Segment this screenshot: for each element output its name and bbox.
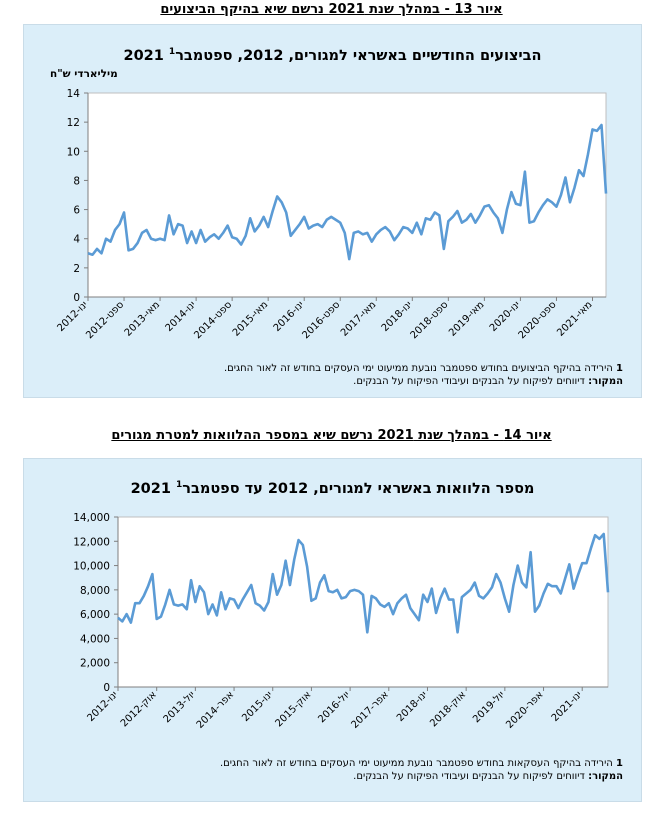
chart-13-y-tick-label: 2 (73, 263, 80, 275)
chart-13-unit-label: מיליארדי ש"ח (50, 68, 118, 80)
chart-13-x-tick-label: ינו-2016 (272, 299, 307, 334)
figure-14-panel: מספר הלוואות באשראי למגורים, 2012 עד ספט… (23, 458, 642, 802)
chart-14-notes: 1 הירידה בהיקף העסקאות בחודש ספטמבר נובע… (63, 757, 623, 783)
chart-13-x-tick-label: מאי-2013 (123, 299, 162, 338)
chart-14-x-tick-label: אפר-2020 (504, 689, 545, 730)
chart-13-x-tick-label: מאי-2021 (555, 299, 594, 338)
chart-13-title: הביצועים החודשיים באשראי למגורים, 2012, … (24, 47, 641, 64)
chart-14-x-tick-label: יול-2016 (316, 689, 352, 725)
chart-14-source-text: דיווחים לפיקוח על הבנקים ועיבודי הפיקוח … (353, 771, 585, 782)
chart-13-x-tick-label: ספט-2016 (300, 299, 342, 341)
chart-13-x-tick-label: ספט-2018 (409, 299, 451, 341)
chart-14-x-tick-label: ינו-2015 (240, 689, 275, 724)
chart-13-plot-area (87, 92, 607, 298)
chart-13-x-tick-label: ספט-2020 (517, 299, 559, 341)
chart-13-x-tick-label: ינו-2020 (488, 299, 523, 334)
chart-14-plot: 0 2,000 4,000 6,000 8,000 10,000 12,000 14,000 י… (73, 512, 610, 731)
chart-14-y-tick-label: 12,000 (73, 536, 110, 548)
chart-13-x-tick-label: מאי-2019 (447, 299, 486, 338)
chart-13-x-tick-label: ספט-2012 (84, 299, 126, 341)
chart-13-source: המקור: דיווחים לפיקוח על הבנקים ועיבודי … (63, 375, 623, 388)
chart-14-footnote-number: 1 (616, 758, 623, 769)
chart-14-x-tick-label: אפר-2014 (195, 689, 236, 730)
chart-13-series-line (87, 123, 608, 261)
chart-14-source: המקור: דיווחים לפיקוח על הבנקים ועיבודי … (63, 770, 623, 783)
chart-14-y-tick-label: 8,000 (80, 585, 110, 597)
chart-14-y-tick-label: 6,000 (80, 609, 110, 621)
chart-14-source-label: המקור: (588, 771, 623, 782)
chart-14-title: מספר הלוואות באשראי למגורים, 2012 עד ספט… (24, 480, 641, 497)
chart-14-footnote-text: הירידה בהיקף העסקאות בחודש ספטמבר נובעת … (219, 758, 613, 769)
chart-13-title-text: הביצועים החודשיים באשראי למגורים, 2012, … (175, 47, 542, 64)
chart-13-source-label: המקור: (588, 376, 623, 387)
chart-14-x-tick-label: אוק-2012 (119, 689, 159, 729)
chart-13-x-tick-label: ספט-2014 (192, 299, 234, 341)
figure-14-title: איור 14 - במהלך שנת 2021 נרשם שיא במספר … (111, 428, 552, 443)
chart-14-x-tick-label: אוק-2015 (274, 689, 314, 729)
chart-13-notes: 1 הירידה בהיקף הביצועים בחודש ספטמבר נוב… (63, 362, 623, 388)
chart-13-footnote-number: 1 (616, 363, 623, 374)
chart-14-y-tick-label: 14,000 (73, 512, 110, 524)
chart-14-x-tick-label: יול-2013 (162, 689, 198, 725)
figure-13-panel: הביצועים החודשיים באשראי למגורים, 2012, … (23, 24, 642, 398)
chart-13-x-tick-label: מאי-2015 (231, 299, 270, 338)
chart-14-x-tick-label: אפר-2017 (349, 689, 390, 730)
chart-13-x-tick-label: מאי-2017 (339, 299, 378, 338)
figure-13-title: איור 13 - במהלך שנת 2021 נרשם שיא בהיקף … (160, 2, 503, 17)
chart-14-y-tick-label: 10,000 (73, 561, 110, 573)
chart-13-x-tick-label: ינו-2018 (380, 299, 415, 334)
chart-14-y-tick-label: 0 (103, 682, 110, 694)
chart-14-x-tick-label: אוק-2018 (428, 689, 468, 729)
chart-13-x-tick-label: ינו-2014 (164, 299, 199, 334)
chart-13-y-tick-label: 6 (73, 205, 80, 217)
chart-14-title-footnote-mark: 1 (175, 480, 183, 490)
chart-14-x-tick-label: ינו-2018 (395, 689, 430, 724)
chart-14-title-text: מספר הלוואות באשראי למגורים, 2012 עד ספט… (182, 480, 535, 497)
chart-14-y-tick-label: 4,000 (80, 633, 110, 645)
chart-14-x-tick-label: יול-2019 (471, 689, 507, 725)
chart-13-source-text: דיווחים לפיקוח על הבנקים ועיבודי הפיקוח … (353, 376, 585, 387)
chart-14-x-tick-label: ינו-2012 (85, 689, 120, 724)
chart-13-y-tick-label: 0 (73, 292, 80, 304)
chart-14-y-tick-label: 2,000 (80, 658, 110, 670)
chart-13-x-tick-label: ינו-2012 (55, 299, 90, 334)
chart-14-footnote: 1 הירידה בהיקף העסקאות בחודש ספטמבר נובע… (63, 757, 623, 770)
chart-13-y-tick-label: 4 (73, 234, 80, 246)
chart-14-x-tick-label: ינו-2021 (550, 689, 585, 724)
chart-13-title-year: 2021 (123, 47, 164, 64)
chart-13-y-tick-label: 12 (67, 117, 80, 129)
chart-13-y-tick-label: 14 (67, 88, 81, 100)
chart-13-footnote: 1 הירידה בהיקף הביצועים בחודש ספטמבר נוב… (63, 362, 623, 375)
chart-13-footnote-text: הירידה בהיקף הביצועים בחודש ספטמבר נובעת… (223, 363, 613, 374)
chart-13-title-footnote-mark: 1 (168, 47, 176, 57)
chart-13-y-tick-label: 8 (73, 175, 80, 187)
chart-14-title-year: 2021 (130, 480, 171, 497)
chart-13-y-tick-label: 10 (67, 146, 80, 158)
